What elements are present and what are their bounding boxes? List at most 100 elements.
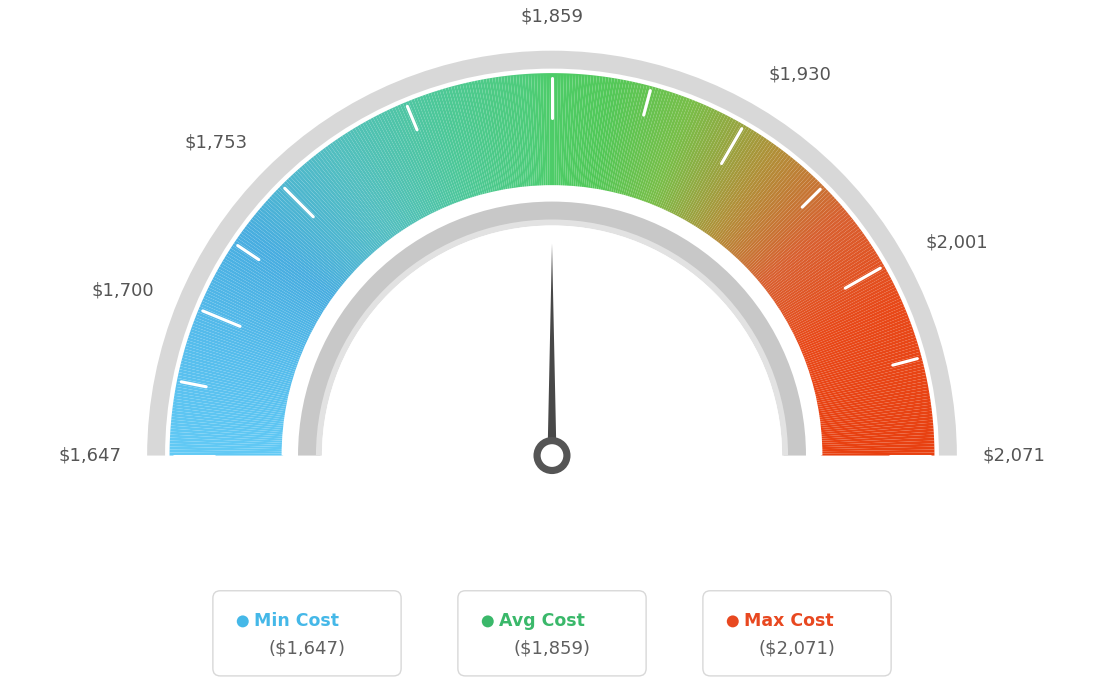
Wedge shape <box>188 337 296 375</box>
Wedge shape <box>437 90 473 199</box>
Wedge shape <box>810 349 920 382</box>
Wedge shape <box>559 73 564 187</box>
Wedge shape <box>580 75 594 188</box>
Wedge shape <box>566 74 576 187</box>
Wedge shape <box>501 76 518 189</box>
Wedge shape <box>563 73 570 187</box>
Wedge shape <box>798 301 903 348</box>
Text: ($1,647): ($1,647) <box>268 640 346 658</box>
Wedge shape <box>733 172 811 258</box>
Wedge shape <box>761 214 850 288</box>
Wedge shape <box>220 264 319 322</box>
Wedge shape <box>586 76 603 189</box>
FancyBboxPatch shape <box>458 591 646 676</box>
Wedge shape <box>611 82 638 194</box>
Wedge shape <box>454 85 485 196</box>
Wedge shape <box>304 163 379 251</box>
Wedge shape <box>569 74 578 187</box>
Wedge shape <box>820 444 934 449</box>
Wedge shape <box>224 256 322 317</box>
Wedge shape <box>183 352 294 384</box>
Wedge shape <box>400 104 447 209</box>
FancyBboxPatch shape <box>213 591 401 676</box>
Wedge shape <box>740 181 820 264</box>
Wedge shape <box>815 372 926 399</box>
Wedge shape <box>184 346 295 380</box>
Wedge shape <box>192 323 299 364</box>
Wedge shape <box>290 175 370 259</box>
Wedge shape <box>752 200 839 277</box>
Wedge shape <box>644 96 684 204</box>
Wedge shape <box>689 126 750 225</box>
Wedge shape <box>223 258 321 319</box>
Wedge shape <box>408 100 453 206</box>
Wedge shape <box>248 221 340 293</box>
Wedge shape <box>452 86 484 196</box>
Wedge shape <box>216 268 317 326</box>
Text: $1,700: $1,700 <box>92 282 155 300</box>
Wedge shape <box>720 157 794 247</box>
Wedge shape <box>176 387 287 409</box>
Wedge shape <box>306 161 381 250</box>
Wedge shape <box>190 329 298 368</box>
Wedge shape <box>745 189 829 270</box>
Wedge shape <box>790 279 893 333</box>
Wedge shape <box>771 233 864 301</box>
Wedge shape <box>680 119 736 220</box>
Wedge shape <box>769 230 863 299</box>
Wedge shape <box>763 219 854 290</box>
Wedge shape <box>805 326 913 366</box>
Wedge shape <box>295 170 372 257</box>
Wedge shape <box>672 113 725 216</box>
Wedge shape <box>816 384 928 407</box>
Wedge shape <box>803 317 910 360</box>
Wedge shape <box>480 79 503 191</box>
Wedge shape <box>528 74 538 187</box>
Text: $1,859: $1,859 <box>520 8 584 26</box>
Wedge shape <box>651 100 696 206</box>
Wedge shape <box>755 205 842 281</box>
Wedge shape <box>788 274 890 330</box>
Wedge shape <box>820 422 933 435</box>
Wedge shape <box>698 135 762 230</box>
Wedge shape <box>715 152 786 243</box>
Wedge shape <box>297 168 374 255</box>
Wedge shape <box>298 201 806 455</box>
Wedge shape <box>806 329 914 368</box>
Wedge shape <box>635 92 673 201</box>
Wedge shape <box>552 73 555 187</box>
Wedge shape <box>659 105 707 210</box>
Wedge shape <box>606 81 633 193</box>
Wedge shape <box>246 224 338 294</box>
Wedge shape <box>625 88 659 197</box>
Wedge shape <box>793 284 895 337</box>
Wedge shape <box>439 89 475 199</box>
Wedge shape <box>815 375 926 401</box>
Wedge shape <box>813 360 923 391</box>
Wedge shape <box>170 426 284 437</box>
Wedge shape <box>645 97 687 204</box>
Wedge shape <box>817 390 930 411</box>
Wedge shape <box>189 335 297 373</box>
Wedge shape <box>766 224 858 294</box>
Wedge shape <box>584 76 599 189</box>
Circle shape <box>533 437 571 474</box>
Wedge shape <box>716 153 788 244</box>
Wedge shape <box>556 73 561 187</box>
Wedge shape <box>534 73 541 187</box>
Wedge shape <box>347 131 410 228</box>
Wedge shape <box>189 332 298 371</box>
Wedge shape <box>199 306 305 353</box>
Wedge shape <box>147 50 957 455</box>
Circle shape <box>541 444 563 467</box>
Wedge shape <box>807 335 915 373</box>
Wedge shape <box>340 136 404 232</box>
Wedge shape <box>657 104 704 209</box>
Wedge shape <box>170 437 284 445</box>
Wedge shape <box>808 340 917 377</box>
Wedge shape <box>375 115 429 217</box>
Text: $1,647: $1,647 <box>59 446 121 464</box>
Wedge shape <box>821 446 934 451</box>
Wedge shape <box>425 94 465 202</box>
Wedge shape <box>809 346 920 380</box>
